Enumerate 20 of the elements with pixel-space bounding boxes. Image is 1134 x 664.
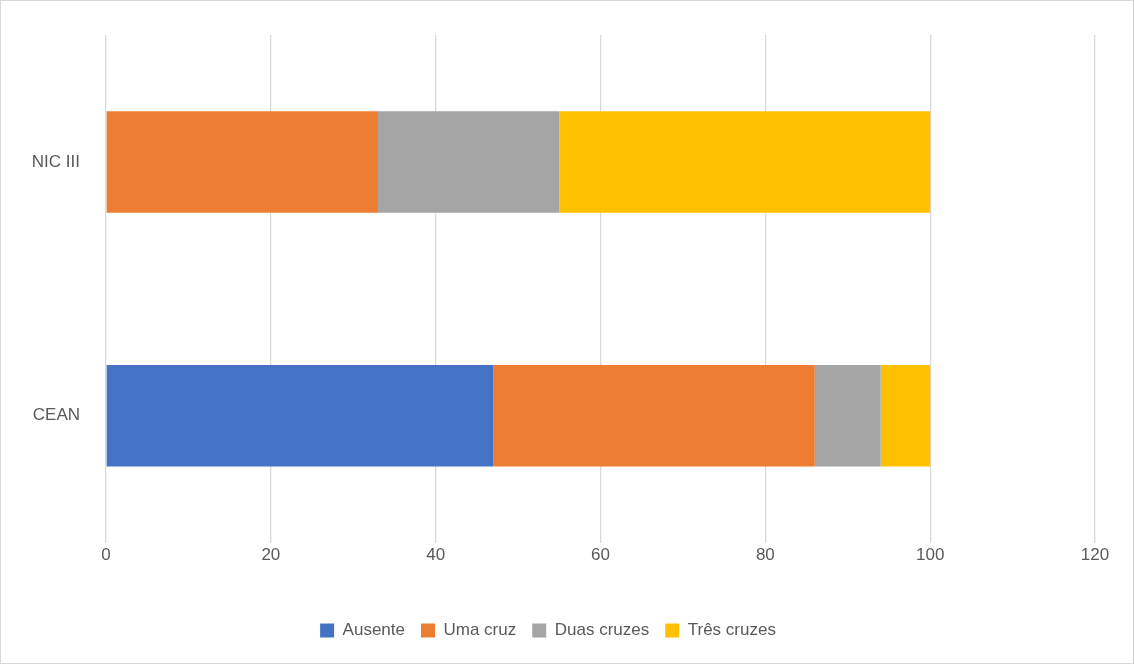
x-tick-label: 80	[755, 545, 775, 565]
legend-label: Três cruzes	[687, 620, 776, 640]
x-tick-label: 60	[591, 545, 610, 565]
y-tick-label: CEAN	[32, 405, 80, 425]
bar	[106, 364, 494, 467]
legend-label: Uma cruz	[443, 620, 517, 640]
bar	[814, 364, 881, 467]
x-tick-label: 100	[915, 545, 945, 565]
x-tick-label: 40	[426, 545, 446, 565]
bar	[493, 364, 815, 467]
x-tick-label: 120	[1080, 545, 1110, 565]
y-tick-label: NIC III	[31, 151, 80, 171]
bar	[377, 111, 560, 213]
bar	[106, 111, 378, 213]
x-tick-label: 20	[261, 545, 281, 565]
x-tick-label: 0	[101, 545, 111, 565]
bar	[880, 364, 931, 467]
legend-label: Ausente	[342, 620, 406, 640]
bar	[559, 111, 931, 213]
legend-label: Duas cruzes	[554, 620, 650, 640]
